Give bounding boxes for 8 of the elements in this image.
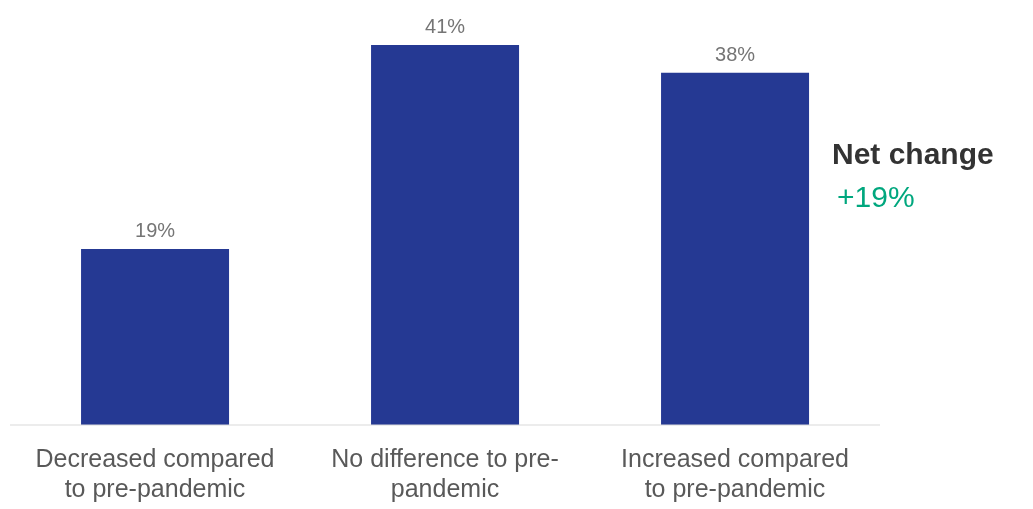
x-tick-label: No difference to pre-pandemic <box>331 444 559 502</box>
data-label: 41% <box>425 15 466 37</box>
annotation: Net change <box>832 137 994 171</box>
annotation: +19% <box>837 180 915 214</box>
x-tick-label: Decreased compared to pre-pandemic <box>35 444 275 502</box>
data-label: 38% <box>715 42 756 65</box>
data-label: 19% <box>135 218 176 241</box>
x-tick-label: Increased compared to pre-pandemic <box>621 444 849 502</box>
